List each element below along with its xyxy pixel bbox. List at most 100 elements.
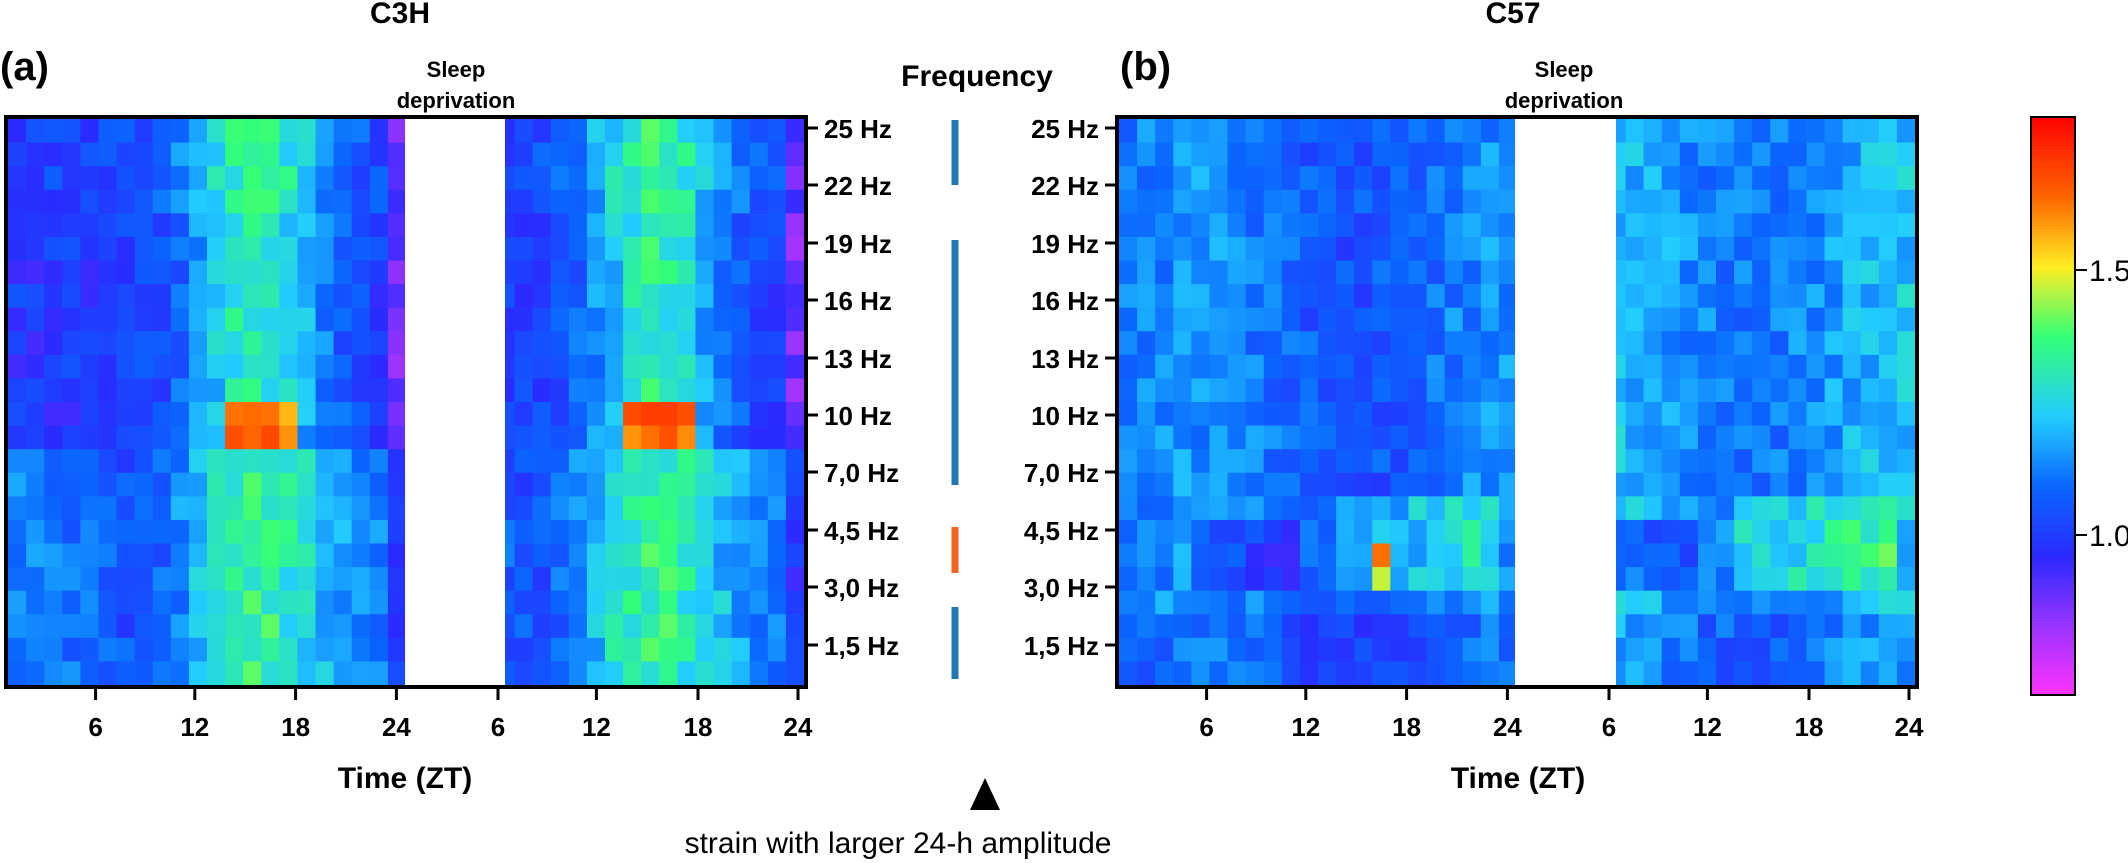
heatmap-cell bbox=[550, 543, 570, 568]
heatmap-cell bbox=[116, 354, 136, 380]
x-axis-b-title: Time (ZT) bbox=[1451, 762, 1585, 795]
heatmap-cell bbox=[1336, 590, 1355, 615]
heatmap-cell bbox=[677, 189, 697, 214]
heatmap-cell bbox=[695, 425, 715, 450]
heatmap-cell bbox=[1318, 567, 1337, 592]
y-tick-label: 1,5 Hz bbox=[1024, 631, 1099, 661]
heatmap-cell bbox=[1299, 590, 1319, 615]
heatmap-cell bbox=[1372, 354, 1391, 380]
heatmap-cell bbox=[1318, 378, 1337, 403]
heatmap-cell bbox=[1209, 590, 1229, 615]
heatmap-cell bbox=[1173, 567, 1192, 592]
heatmap-cell bbox=[387, 661, 407, 686]
heatmap-cell bbox=[1860, 496, 1880, 521]
heatmap-cell bbox=[1299, 284, 1319, 309]
heatmap-cell bbox=[713, 449, 733, 474]
y-tick-label: 4,5 Hz bbox=[824, 516, 899, 546]
heatmap-cell bbox=[1281, 496, 1301, 521]
heatmap-cell bbox=[1426, 661, 1446, 686]
heatmap-cell bbox=[605, 260, 624, 285]
heatmap-cell bbox=[116, 543, 136, 568]
heatmap-cell bbox=[387, 213, 407, 238]
heatmap-cell bbox=[641, 496, 660, 521]
heatmap-cell bbox=[1137, 567, 1156, 592]
heatmap-cell bbox=[1498, 354, 1518, 380]
heatmap-cell bbox=[170, 307, 190, 332]
heatmap-cell bbox=[641, 331, 660, 356]
heatmap-cell bbox=[26, 590, 45, 615]
heatmap-cell bbox=[731, 331, 751, 356]
heatmap-cell bbox=[1137, 472, 1156, 497]
heatmap-cell bbox=[1372, 449, 1391, 474]
heatmap-cell bbox=[568, 449, 588, 474]
heatmap-cell bbox=[1263, 472, 1283, 497]
heatmap-cell bbox=[659, 166, 678, 191]
heatmap-cell bbox=[1480, 637, 1500, 663]
heatmap-cell bbox=[1354, 284, 1373, 309]
heatmap-cell bbox=[1336, 425, 1355, 450]
heatmap-cell bbox=[1824, 307, 1844, 332]
heatmap-cell bbox=[62, 661, 81, 686]
heatmap-cell bbox=[1824, 119, 1844, 144]
heatmap-cell bbox=[586, 331, 606, 356]
heatmap-cell bbox=[26, 189, 45, 214]
heatmap-cell bbox=[1318, 519, 1337, 545]
heatmap-cell bbox=[1734, 472, 1753, 497]
heatmap-cell bbox=[1372, 590, 1391, 615]
heatmap-cell bbox=[1173, 307, 1192, 332]
heatmap-cell bbox=[1119, 543, 1138, 568]
heatmap-cell bbox=[1734, 284, 1753, 309]
heatmap-cell bbox=[152, 307, 172, 332]
heatmap-cell bbox=[767, 189, 787, 214]
heatmap-cell bbox=[641, 449, 660, 474]
heatmap-cell bbox=[315, 307, 335, 332]
heatmap-cell bbox=[369, 637, 389, 663]
heatmap-cell bbox=[152, 472, 172, 497]
heatmap-cell bbox=[387, 425, 407, 450]
heatmap-cell bbox=[1716, 378, 1735, 403]
heatmap-cell bbox=[1679, 166, 1699, 191]
heatmap-cell bbox=[1191, 307, 1211, 332]
heatmap-cell bbox=[731, 213, 751, 238]
heatmap-cell bbox=[1137, 189, 1156, 214]
heatmap-cell bbox=[1842, 402, 1862, 427]
heatmap-cell bbox=[188, 284, 208, 309]
heatmap-cell bbox=[1191, 331, 1211, 356]
heatmap-cell bbox=[387, 142, 407, 167]
heatmap-cell bbox=[1896, 661, 1916, 686]
heatmap-cell bbox=[641, 472, 660, 497]
heatmap-cell bbox=[586, 236, 606, 262]
heatmap-cell bbox=[1752, 189, 1771, 214]
heatmap-cell bbox=[1679, 142, 1699, 167]
heatmap-cell bbox=[659, 213, 678, 238]
heatmap-cell bbox=[1806, 590, 1826, 615]
heatmap-cell bbox=[1336, 637, 1355, 663]
heatmap-cell bbox=[152, 119, 172, 144]
heatmap-cell bbox=[80, 590, 100, 615]
heatmap-cell bbox=[1390, 402, 1410, 427]
heatmap-cell bbox=[713, 236, 733, 262]
heatmap-cell bbox=[695, 614, 715, 639]
heatmap-cell bbox=[550, 590, 570, 615]
heatmap-cell bbox=[297, 260, 317, 285]
heatmap-cell bbox=[1354, 496, 1373, 521]
heatmap-cell bbox=[1824, 519, 1844, 545]
heatmap-cell bbox=[1173, 496, 1192, 521]
heatmap-cell bbox=[1245, 402, 1265, 427]
heatmap-cell bbox=[351, 496, 371, 521]
heatmap-cell bbox=[1209, 166, 1229, 191]
heatmap-cell bbox=[785, 307, 805, 332]
heatmap-cell bbox=[1299, 661, 1319, 686]
heatmap-cell bbox=[1806, 307, 1826, 332]
heatmap-cell bbox=[261, 213, 280, 238]
heatmap-cell bbox=[351, 213, 371, 238]
heatmap-cell bbox=[785, 236, 805, 262]
heatmap-cell bbox=[677, 354, 697, 380]
heatmap-cell bbox=[568, 637, 588, 663]
heatmap-cell bbox=[659, 236, 678, 262]
heatmap-cell bbox=[550, 661, 570, 686]
heatmap-cell bbox=[1173, 331, 1192, 356]
heatmap-cell bbox=[1498, 142, 1518, 167]
heatmap-cell bbox=[1299, 637, 1319, 663]
heatmap-cell bbox=[731, 543, 751, 568]
